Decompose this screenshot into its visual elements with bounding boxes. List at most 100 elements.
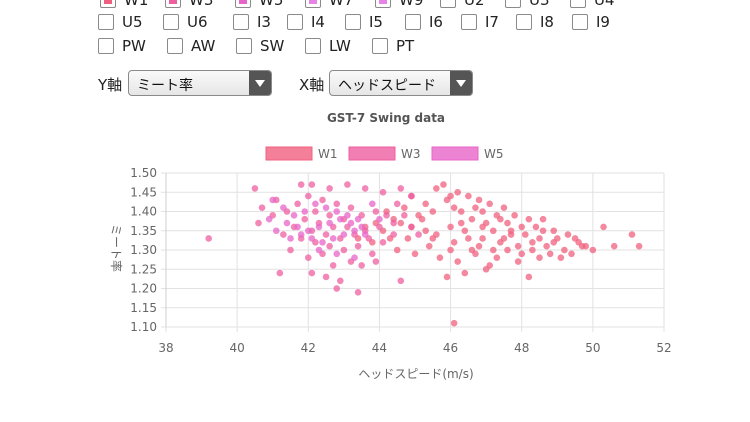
data-point-w1 xyxy=(429,208,437,215)
club-checkbox-u4[interactable]: U4 xyxy=(570,0,615,9)
checkbox-empty-icon[interactable] xyxy=(405,14,421,30)
data-point-w5 xyxy=(354,215,362,223)
data-point-w3 xyxy=(372,208,380,215)
club-checkbox-w9[interactable]: W9 xyxy=(375,0,423,9)
data-point-w1 xyxy=(468,246,476,254)
x-tick-label: 50 xyxy=(585,341,600,355)
checkbox-empty-icon[interactable] xyxy=(163,14,179,30)
checkbox-label: W7 xyxy=(329,0,354,9)
data-point-w1 xyxy=(489,227,497,235)
club-checkbox-i3[interactable]: I3 xyxy=(233,13,271,31)
data-point-w3 xyxy=(304,192,312,200)
checkbox-empty-icon[interactable] xyxy=(233,14,249,30)
club-checkbox-pw[interactable]: PW xyxy=(98,37,146,55)
checkbox-empty-icon[interactable] xyxy=(461,14,477,30)
data-point-w1 xyxy=(479,235,486,242)
checkbox-empty-icon[interactable] xyxy=(98,14,114,30)
club-checkbox-u3[interactable]: U3 xyxy=(505,0,550,9)
data-point-w5 xyxy=(312,200,319,208)
checkbox-checked-icon[interactable] xyxy=(165,0,181,8)
data-point-w1 xyxy=(411,250,419,258)
data-point-w5 xyxy=(369,200,376,208)
data-point-w3 xyxy=(322,231,330,238)
legend-swatch-w3[interactable] xyxy=(348,146,396,161)
club-checkbox-w1[interactable]: W1 xyxy=(100,0,148,9)
club-checkbox-sw[interactable]: SW xyxy=(236,37,284,55)
data-point-w5 xyxy=(326,219,333,227)
legend-label[interactable]: W1 xyxy=(318,147,338,161)
club-checkbox-u5[interactable]: U5 xyxy=(98,13,143,31)
legend-label[interactable]: W5 xyxy=(484,147,504,161)
data-point-w1 xyxy=(479,223,486,231)
checkbox-checked-icon[interactable] xyxy=(305,0,321,8)
x-axis-select[interactable]: ヘッドスピード xyxy=(329,70,473,96)
data-point-w3 xyxy=(308,181,316,188)
data-point-w3 xyxy=(255,219,262,227)
legend-swatch-w5[interactable] xyxy=(431,146,479,161)
checkbox-empty-icon[interactable] xyxy=(572,14,588,30)
data-point-w1 xyxy=(589,246,597,254)
data-point-w1 xyxy=(539,227,547,235)
checkbox-empty-icon[interactable] xyxy=(440,0,456,8)
data-point-w1 xyxy=(514,242,522,250)
checkbox-label: I9 xyxy=(596,13,610,31)
checkbox-checked-icon[interactable] xyxy=(235,0,251,8)
club-checkbox-i9[interactable]: I9 xyxy=(572,13,610,31)
data-point-w3 xyxy=(379,188,387,196)
legend-swatch-w1[interactable] xyxy=(265,146,313,161)
checkbox-empty-icon[interactable] xyxy=(98,38,114,54)
data-point-w3 xyxy=(390,219,397,227)
club-checkbox-i8[interactable]: I8 xyxy=(516,13,554,31)
checkbox-empty-icon[interactable] xyxy=(372,38,388,54)
checkbox-empty-icon[interactable] xyxy=(345,14,361,30)
data-point-w1 xyxy=(500,235,508,242)
data-point-w3 xyxy=(401,212,408,219)
data-point-w3 xyxy=(333,200,341,208)
checkbox-empty-icon[interactable] xyxy=(570,0,586,8)
data-point-w3 xyxy=(205,235,212,242)
club-checkbox-aw[interactable]: AW xyxy=(167,37,215,55)
data-point-w5 xyxy=(304,227,312,235)
scatter-chart: GST-7 Swing data W1 W3 W5 38 40 42 44 46 48 50 52… xyxy=(109,111,672,381)
checkbox-empty-icon[interactable] xyxy=(167,38,183,54)
club-checkbox-u6[interactable]: U6 xyxy=(163,13,208,31)
data-point-w1 xyxy=(507,227,515,235)
data-point-w1 xyxy=(422,227,429,235)
club-checkbox-w5[interactable]: W5 xyxy=(235,0,283,9)
checkbox-label: SW xyxy=(260,37,285,55)
checkbox-checked-icon[interactable] xyxy=(100,0,116,8)
checkbox-empty-icon[interactable] xyxy=(305,38,321,54)
data-point-w3 xyxy=(347,204,355,211)
data-point-w5 xyxy=(333,208,341,215)
data-point-w1 xyxy=(486,200,494,208)
data-point-w3 xyxy=(369,250,376,258)
data-point-w1 xyxy=(628,231,636,238)
club-checkbox-i5[interactable]: I5 xyxy=(345,13,383,31)
club-checkbox-i7[interactable]: I7 xyxy=(461,13,499,31)
data-point-w1 xyxy=(404,235,412,242)
chevron-down-icon xyxy=(450,71,472,95)
checkbox-label: I5 xyxy=(369,13,383,31)
data-point-w5 xyxy=(351,227,358,235)
club-checkbox-w7[interactable]: W7 xyxy=(305,0,353,9)
y-axis-select[interactable]: ミート率 xyxy=(128,70,272,96)
checkbox-empty-icon[interactable] xyxy=(287,14,303,30)
data-point-w3 xyxy=(408,223,415,231)
checkbox-label: U3 xyxy=(529,0,550,9)
club-checkbox-pt[interactable]: PT xyxy=(372,37,414,55)
legend-label[interactable]: W3 xyxy=(401,147,421,161)
club-checkbox-lw[interactable]: LW xyxy=(305,37,351,55)
data-point-w5 xyxy=(297,231,305,238)
checkbox-empty-icon[interactable] xyxy=(236,38,252,54)
checkbox-checked-icon[interactable] xyxy=(375,0,391,8)
club-checkbox-i4[interactable]: I4 xyxy=(287,13,325,31)
checkbox-empty-icon[interactable] xyxy=(505,0,521,8)
club-checkbox-w3[interactable]: W3 xyxy=(165,0,213,9)
checkbox-empty-icon[interactable] xyxy=(516,14,532,30)
data-point-w1 xyxy=(575,239,582,246)
club-checkbox-i6[interactable]: I6 xyxy=(405,13,443,31)
club-checkbox-u2[interactable]: U2 xyxy=(440,0,485,9)
data-point-w1 xyxy=(465,235,472,242)
data-point-w1 xyxy=(450,319,458,327)
data-point-w1 xyxy=(472,204,479,211)
